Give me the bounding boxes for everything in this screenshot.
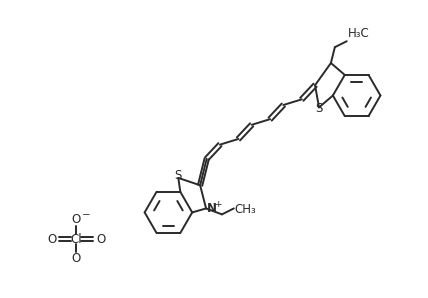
Text: O: O	[47, 233, 56, 246]
Text: O: O	[71, 252, 81, 266]
Text: Cl: Cl	[71, 233, 82, 246]
Text: N: N	[207, 202, 217, 215]
Text: +: +	[214, 200, 222, 209]
Text: CH₃: CH₃	[235, 203, 256, 216]
Text: S: S	[175, 170, 182, 182]
Text: H₃C: H₃C	[348, 27, 369, 40]
Text: O: O	[71, 213, 81, 226]
Text: O: O	[96, 233, 106, 246]
Text: −: −	[82, 210, 91, 221]
Text: S: S	[315, 102, 323, 115]
